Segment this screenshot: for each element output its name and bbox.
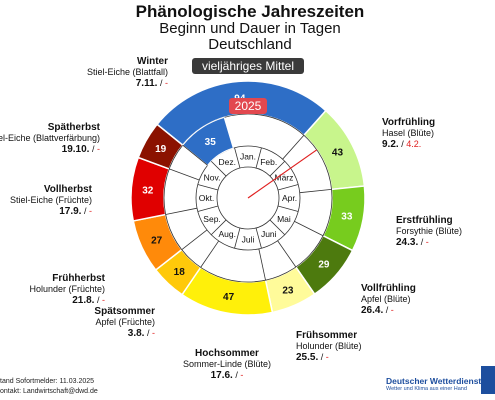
month-divider-1 (255, 147, 262, 169)
inner-divider-9 (169, 168, 200, 181)
month-label-10: Nov. (204, 172, 221, 182)
chart-subtitle-1: Beginn und Dauer in Tagen (159, 20, 341, 37)
inner-divider-5 (258, 248, 266, 281)
dwd-slogan: Wetter und Klima aus einer Hand (386, 386, 467, 392)
inner-seg-winter (182, 116, 234, 166)
season-label-vollherbst: Vollherbst Stiel-Eiche (Früchte) 17.9. /… (9, 184, 92, 217)
season-label-spaetsommer: Spätsommer Apfel (Früchte) 3.8. / - (94, 306, 155, 339)
outer-value-vollfruhling: 29 (318, 259, 330, 270)
dwd-brand: Deutscher Wetterdienst Wetter und Klima … (386, 376, 482, 392)
current-date-marker (247, 149, 318, 199)
month-divider-9 (197, 205, 219, 212)
outer-value-spatherbst: 19 (155, 144, 167, 155)
month-label-6: Juli (242, 235, 255, 245)
dwd-logo-icon (481, 366, 495, 394)
inner-divider-6 (200, 240, 220, 268)
month-divider-7 (234, 227, 241, 249)
inner-divider-8 (165, 207, 198, 215)
inner-ring-label: 2025 (235, 99, 262, 113)
month-divider-3 (277, 184, 299, 191)
month-label-5: Juni (261, 229, 277, 239)
month-divider-6 (255, 227, 262, 249)
month-label-2: März (274, 172, 293, 182)
footer-status: tand Sofortmelder: 11.03.2025 (0, 378, 95, 385)
month-divider-0 (234, 147, 241, 169)
chart-subtitle-2: Deutschland (208, 36, 292, 53)
inner-value-winter: 35 (205, 137, 217, 148)
season-label-winter: Winter Stiel-Eiche (Blattfall) 7.11. / - (86, 56, 168, 89)
month-label-8: Sep. (203, 214, 221, 224)
month-divider-8 (210, 219, 227, 236)
inner-divider-2 (299, 189, 332, 194)
inner-ring-label-bg (229, 98, 267, 114)
month-label-0: Jan. (240, 152, 256, 162)
outer-ring-label: vieljähriges Mittel (202, 59, 294, 73)
outer-ring-label-bg (192, 58, 304, 74)
inner-divider-7 (181, 229, 208, 250)
season-label-erstfruehling: Erstfrühling Forsythie (Blüte) 24.3. / - (396, 215, 463, 248)
season-label-fruehsommer: Frühsommer Holunder (Blüte) 25.5. / - (296, 330, 362, 363)
season-label-vorfruehling: Vorfrühling Hasel (Blüte) 9.2. / 4.2. (382, 117, 436, 150)
month-divider-10 (197, 184, 219, 191)
month-label-3: Apr. (282, 193, 297, 203)
month-divider-2 (269, 160, 286, 177)
outer-value-hochsommer: 47 (223, 292, 235, 303)
month-label-11: Dez. (219, 157, 236, 167)
outer-value-spatsommer: 18 (174, 267, 186, 278)
month-divider-4 (277, 205, 299, 212)
chart-title: Phänologische Jahreszeiten (135, 2, 365, 21)
month-divider-11 (210, 160, 227, 177)
inner-divider-0 (182, 144, 208, 166)
season-label-spaetherbst: Spätherbst Stiel-Eiche (Blattverfärbung)… (0, 122, 100, 155)
inner-divider-1 (282, 135, 305, 160)
outer-value-vollherbst: 32 (142, 186, 154, 197)
month-label-7: Aug. (219, 229, 237, 239)
month-divider-5 (269, 219, 286, 236)
month-label-4: Mai (277, 214, 291, 224)
season-label-hochsommer: Hochsommer Sommer-Linde (Blüte) 17.6. / … (182, 348, 272, 381)
inner-ring-base (164, 114, 332, 282)
season-label-fruehherbst: Frühherbst Holunder (Früchte) 21.8. / - (29, 273, 105, 306)
inner-divider-3 (294, 220, 324, 237)
month-ring-outline (195, 145, 301, 251)
season-label-vollfruehling: Vollfrühling Apfel (Blüte) 26.4. / - (361, 283, 416, 316)
outer-value-vorfruhling: 43 (332, 148, 344, 159)
month-label-1: Feb. (260, 157, 277, 167)
outer-value-fruhherbst: 27 (151, 235, 163, 246)
outer-value-fruhsommer: 23 (282, 286, 294, 297)
dwd-name: Deutscher Wetterdienst (386, 376, 482, 386)
month-label-9: Okt. (199, 193, 215, 203)
footer-contact: ontakt: Landwirtschaft@dwd.de (0, 388, 98, 395)
outer-value-erstfruhling: 33 (341, 212, 353, 223)
inner-divider-4 (277, 240, 297, 268)
